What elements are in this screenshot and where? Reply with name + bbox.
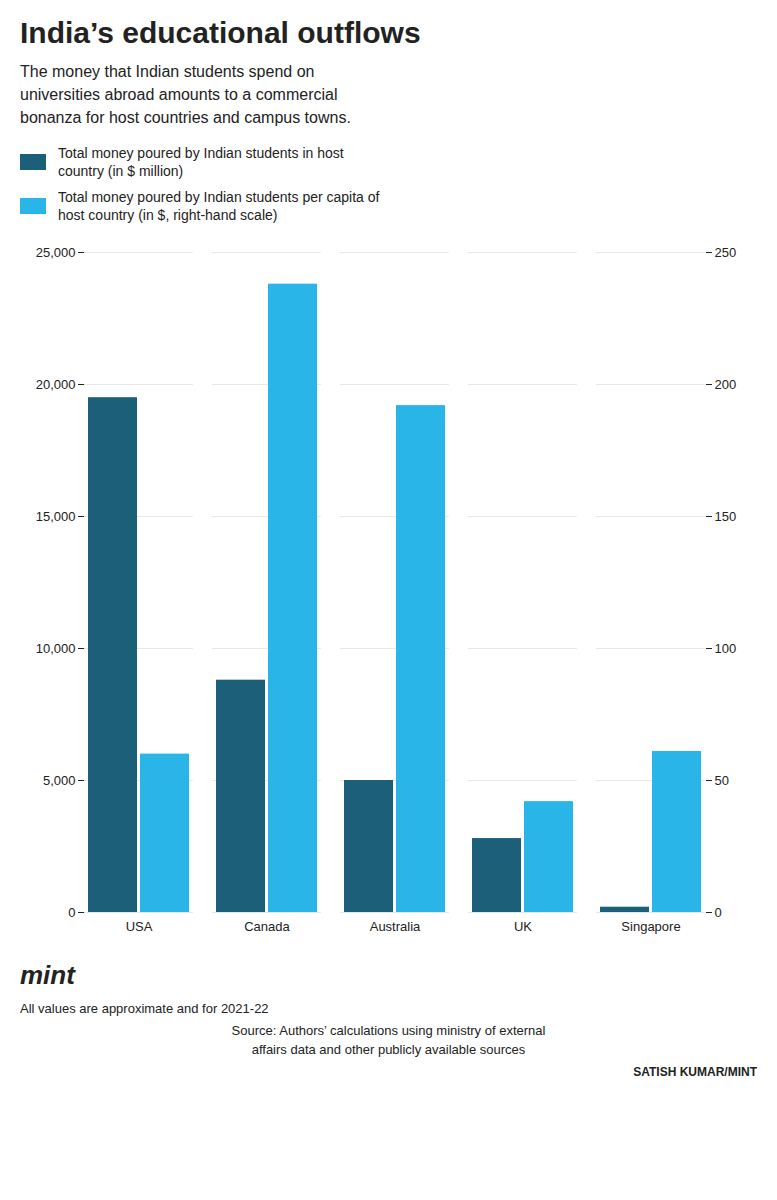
svg-text:0: 0 [715, 905, 722, 920]
svg-text:150: 150 [715, 509, 737, 524]
svg-text:15,000: 15,000 [36, 509, 76, 524]
html-text:Total money poured by Indian s: Total money poured by Indian students in… [58, 144, 344, 179]
html-text:Total money poured by Indian s: Total money poured by Indian students pe… [58, 188, 380, 224]
svg-text:250: 250 [715, 245, 737, 260]
svg-text:Singapore: Singapore [621, 919, 680, 934]
html-text:mint: mint [20, 960, 75, 991]
svg-text:Australia: Australia [370, 919, 421, 934]
svg-text:20,000: 20,000 [36, 377, 76, 392]
svg-text:50: 50 [715, 773, 729, 788]
html-text:SATISH KUMAR/MINT: SATISH KUMAR/MINT [633, 1064, 757, 1079]
svg-text:100: 100 [715, 641, 737, 656]
html-text:Source: Authors’ calculations: Source: Authors’ calculations using mini… [231, 1023, 546, 1057]
html-text:The money that Indian students: The money that Indian students spend on … [20, 63, 351, 127]
svg-text:200: 200 [715, 377, 737, 392]
svg-text:0: 0 [68, 905, 75, 920]
svg-text:USA: USA [126, 919, 153, 934]
svg-text:UK: UK [514, 919, 532, 934]
svg-text:5,000: 5,000 [43, 773, 76, 788]
svg-text:10,000: 10,000 [36, 641, 76, 656]
html-text:All values are approximate and: All values are approximate and for 2021-… [20, 1001, 269, 1017]
html-text:India’s educational outflows: India’s educational outflows [20, 16, 421, 49]
svg-text:Canada: Canada [244, 919, 290, 934]
svg-text:25,000: 25,000 [36, 245, 76, 260]
